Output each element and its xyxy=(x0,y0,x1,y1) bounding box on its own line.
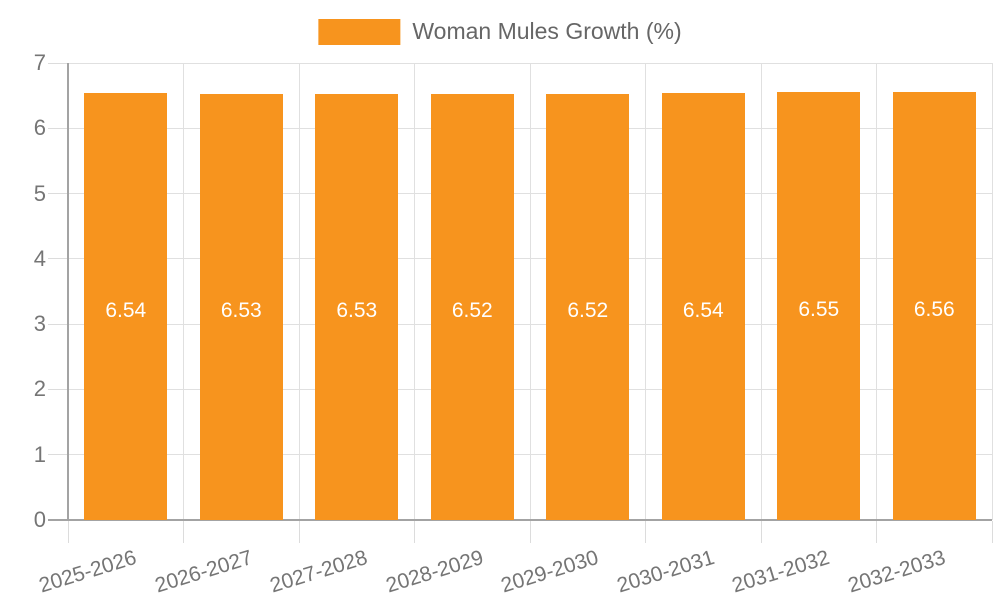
x-axis-tick xyxy=(760,521,762,543)
y-axis-tick xyxy=(48,62,68,64)
bar-value-label: 6.55 xyxy=(798,298,840,322)
y-axis-label: 5 xyxy=(33,180,46,206)
bar-2025-2026[interactable]: 6.54 xyxy=(84,93,168,520)
y-axis-tick xyxy=(48,193,68,195)
bar-2030-2031[interactable]: 6.54 xyxy=(661,93,745,520)
x-axis-line xyxy=(48,519,992,521)
bar-value-label: 6.54 xyxy=(105,298,147,322)
y-axis-label: 3 xyxy=(33,311,46,337)
x-axis-tick xyxy=(183,521,184,543)
legend-label: Woman Mules Growth (%) xyxy=(412,18,682,44)
y-axis-tick xyxy=(48,127,68,129)
y-axis-line xyxy=(66,63,69,520)
y-axis-tick xyxy=(48,454,68,456)
legend[interactable]: Woman Mules Growth (%) xyxy=(318,18,682,45)
x-axis-label: 2032-2033 xyxy=(845,546,948,598)
bar-2032-2033[interactable]: 6.56 xyxy=(892,91,976,520)
x-axis-label: 2030-2031 xyxy=(614,546,717,598)
x-axis-label: 2027-2028 xyxy=(267,546,371,598)
bar-value-label: 6.54 xyxy=(682,298,724,322)
x-axis-label: 2031-2032 xyxy=(729,546,833,598)
y-axis-label: 4 xyxy=(33,245,46,271)
bar-2031-2032[interactable]: 6.55 xyxy=(777,92,861,520)
bar-value-label: 6.52 xyxy=(567,299,609,323)
y-axis-label: 2 xyxy=(33,376,46,402)
x-axis-tick xyxy=(298,521,300,543)
bar-2026-2027[interactable]: 6.53 xyxy=(199,93,283,520)
x-axis-label: 2028-2029 xyxy=(383,546,486,598)
x-axis-tick xyxy=(414,521,415,543)
bar-value-label: 6.56 xyxy=(913,297,955,321)
x-axis-tick xyxy=(876,521,877,543)
x-axis-tick xyxy=(991,521,993,543)
v-gridline xyxy=(183,63,184,520)
y-axis-tick xyxy=(48,388,68,390)
y-axis-label: 7 xyxy=(33,50,46,75)
x-axis-label: 2025-2026 xyxy=(36,546,140,598)
x-axis-tick xyxy=(67,521,69,543)
y-axis-label: 0 xyxy=(33,507,46,532)
x-axis-tick xyxy=(529,521,531,543)
y-axis-tick xyxy=(48,258,68,260)
bar-value-label: 6.52 xyxy=(451,299,493,323)
bar-value-label: 6.53 xyxy=(336,298,378,322)
bar-2028-2029[interactable]: 6.52 xyxy=(430,94,514,520)
y-axis-tick xyxy=(48,323,68,325)
v-gridline xyxy=(414,63,415,520)
x-axis-tick xyxy=(645,521,646,543)
y-axis-label: 1 xyxy=(33,441,46,467)
v-gridline xyxy=(529,63,531,520)
legend-swatch xyxy=(318,18,401,45)
x-axis-label: 2026-2027 xyxy=(152,546,255,598)
bar-2029-2030[interactable]: 6.52 xyxy=(546,94,630,520)
bar-value-label: 6.53 xyxy=(220,298,262,322)
v-gridline xyxy=(760,63,762,520)
y-axis-label: 6 xyxy=(33,115,46,141)
v-gridline xyxy=(876,63,877,520)
v-gridline xyxy=(298,63,300,520)
v-gridline xyxy=(645,63,646,520)
v-gridline xyxy=(991,63,993,520)
bar-2027-2028[interactable]: 6.53 xyxy=(315,93,399,520)
x-axis-label: 2029-2030 xyxy=(498,546,602,598)
